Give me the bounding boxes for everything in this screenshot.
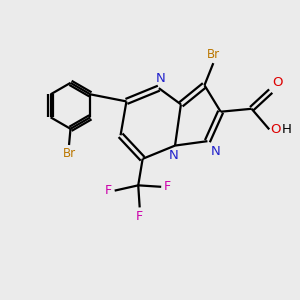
Text: N: N <box>169 149 178 162</box>
Text: O: O <box>272 76 283 89</box>
Text: F: F <box>105 184 112 197</box>
Text: Br: Br <box>207 48 220 61</box>
Text: N: N <box>155 72 165 85</box>
Text: N: N <box>210 145 220 158</box>
Text: F: F <box>164 180 171 193</box>
Text: F: F <box>136 210 143 224</box>
Text: H: H <box>282 124 292 136</box>
Text: O: O <box>271 124 281 136</box>
Text: Br: Br <box>62 147 76 160</box>
